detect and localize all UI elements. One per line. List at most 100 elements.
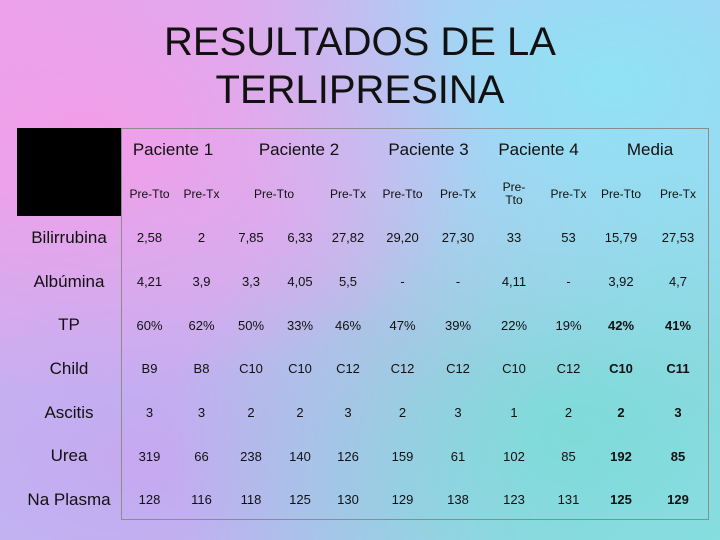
value-cell: 47% <box>389 317 416 333</box>
table-row: Child B9 B8 C10 C10 C12 C12 C12 C10 C12 C10 C11 <box>17 347 707 391</box>
value-cell: 22% <box>500 317 528 333</box>
value-cell: 130 <box>337 492 359 508</box>
value-cell: B9 <box>141 361 158 377</box>
subheader-pre-tto: Pre-Tto <box>253 187 294 201</box>
patient-1-header: Paciente 1 <box>132 140 214 159</box>
value-cell: 4,05 <box>287 274 313 290</box>
value-cell: 19% <box>555 317 582 333</box>
value-cell: 5,5 <box>338 274 358 290</box>
value-cell: 118 <box>240 492 262 508</box>
subheader-pre-tto-part1: Pre- <box>502 180 526 194</box>
value-cell: 116 <box>191 492 212 508</box>
corner-cell <box>17 128 121 172</box>
table-frame <box>121 128 709 520</box>
media-cell: 3,92 <box>608 274 634 290</box>
value-cell: 3 <box>197 405 206 421</box>
value-cell: 125 <box>289 492 311 508</box>
value-cell: 2 <box>197 230 206 246</box>
value-cell: 4,11 <box>501 274 527 290</box>
media-cell: 192 <box>610 448 632 464</box>
value-cell: 46% <box>334 317 362 333</box>
media-cell: 129 <box>667 492 689 508</box>
value-cell: 126 <box>337 448 359 464</box>
patient-header-row: Paciente 1 Paciente 2 Paciente 3 Pacient… <box>17 128 707 172</box>
value-cell: C12 <box>556 361 581 377</box>
value-cell: 53 <box>561 230 576 246</box>
value-cell: C10 <box>288 361 312 377</box>
value-cell: C10 <box>502 361 526 377</box>
value-cell: 140 <box>289 448 311 464</box>
value-cell: 60% <box>136 317 163 333</box>
value-cell: 27,82 <box>331 230 365 246</box>
media-cell: 85 <box>670 448 686 464</box>
value-cell: 6,33 <box>287 230 313 246</box>
value-cell: 62% <box>188 317 215 333</box>
value-cell: 2 <box>398 405 407 421</box>
slide-title-line-1: RESULTADOS DE LA <box>164 20 556 64</box>
subheader-pre-tto-wrapped: Pre- Tto <box>484 172 544 216</box>
media-header: Media <box>626 140 674 159</box>
value-cell: 128 <box>138 492 161 508</box>
table-row: Na Plasma 128 116 118 125 130 129 138 123 131 125 1… <box>17 478 707 522</box>
subheader-pre-tto: Pre-Tto <box>382 187 423 201</box>
value-cell: 159 <box>391 448 414 464</box>
table-row: Ascitis 3 3 2 2 3 2 3 1 2 2 3 <box>17 391 707 435</box>
value-cell: 2 <box>296 405 304 421</box>
media-cell: C10 <box>609 361 633 377</box>
value-cell: 2,58 <box>136 230 163 246</box>
value-cell: 319 <box>138 448 161 464</box>
value-cell: 2 <box>247 405 255 421</box>
value-cell: 39% <box>444 317 472 333</box>
value-cell: 33% <box>286 317 314 333</box>
subheader-pre-tx: Pre-Tx <box>660 187 696 201</box>
value-cell: 85 <box>561 448 576 464</box>
value-cell: 102 <box>503 448 525 464</box>
table-row: Albúmina 4,21 3,9 3,3 4,05 5,5 - - 4,11 - 3,92 4,7 <box>17 260 707 304</box>
value-cell: 7,85 <box>238 230 264 246</box>
table-row: Bilirrubina 2,58 2 7,85 6,33 27,82 29,20 27,30 3… <box>17 216 707 260</box>
value-cell: B8 <box>193 361 210 377</box>
row-label: Urea <box>50 446 88 466</box>
value-cell: C12 <box>390 361 415 377</box>
row-label: Na Plasma <box>27 489 111 509</box>
header-corner-block <box>17 128 121 216</box>
row-label: TP <box>58 315 80 335</box>
value-cell: C10 <box>239 361 263 377</box>
row-label: Ascitis <box>44 402 94 422</box>
media-cell: 3 <box>674 405 682 421</box>
subheader-pre-tx: Pre-Tx <box>440 187 476 201</box>
subheader-row: Pre-Tto Pre-Tx Pre-Tto Pre-Tx Pre-Tto Pr… <box>17 172 707 216</box>
value-cell: 33 <box>506 230 522 246</box>
subheader-pre-tx: Pre-Tx <box>183 187 220 201</box>
subheader-pre-tto-part2: Tto <box>505 193 523 207</box>
value-cell: - <box>455 274 461 290</box>
value-cell: 138 <box>447 492 469 508</box>
value-cell: - <box>400 274 405 290</box>
media-cell: 4,7 <box>668 274 688 290</box>
value-cell: 3 <box>344 405 352 421</box>
value-cell: 4,21 <box>136 274 163 290</box>
value-cell: 27,30 <box>441 230 475 246</box>
row-label: Albúmina <box>33 271 105 291</box>
patient-4-header: Paciente 4 <box>498 140 579 159</box>
patient-3-header: Paciente 3 <box>388 140 469 159</box>
row-label: Child <box>49 358 89 378</box>
value-cell: 238 <box>240 448 262 464</box>
media-cell: 2 <box>617 405 625 421</box>
slide-title-line-2: TERLIPRESINA <box>215 68 505 112</box>
row-label: Bilirrubina <box>31 227 107 247</box>
value-cell: 50% <box>237 317 265 333</box>
value-cell: 3,3 <box>241 274 261 290</box>
media-cell: 41% <box>664 317 692 333</box>
subheader-pre-tx: Pre-Tx <box>330 187 366 201</box>
value-cell: 61 <box>450 448 466 464</box>
subheader-pre-tto: Pre-Tto <box>600 187 641 201</box>
table-row: Urea 319 66 238 140 126 159 61 102 85 192 85 <box>17 434 707 478</box>
slide-title: RESULTADOS DE LA TERLIPRESINA <box>60 18 660 114</box>
value-cell: 3 <box>454 405 462 421</box>
media-cell: C11 <box>666 361 690 377</box>
value-cell: 3 <box>145 405 154 421</box>
value-cell: 131 <box>557 492 580 508</box>
value-cell: - <box>566 274 571 290</box>
media-cell: 42% <box>607 317 635 333</box>
